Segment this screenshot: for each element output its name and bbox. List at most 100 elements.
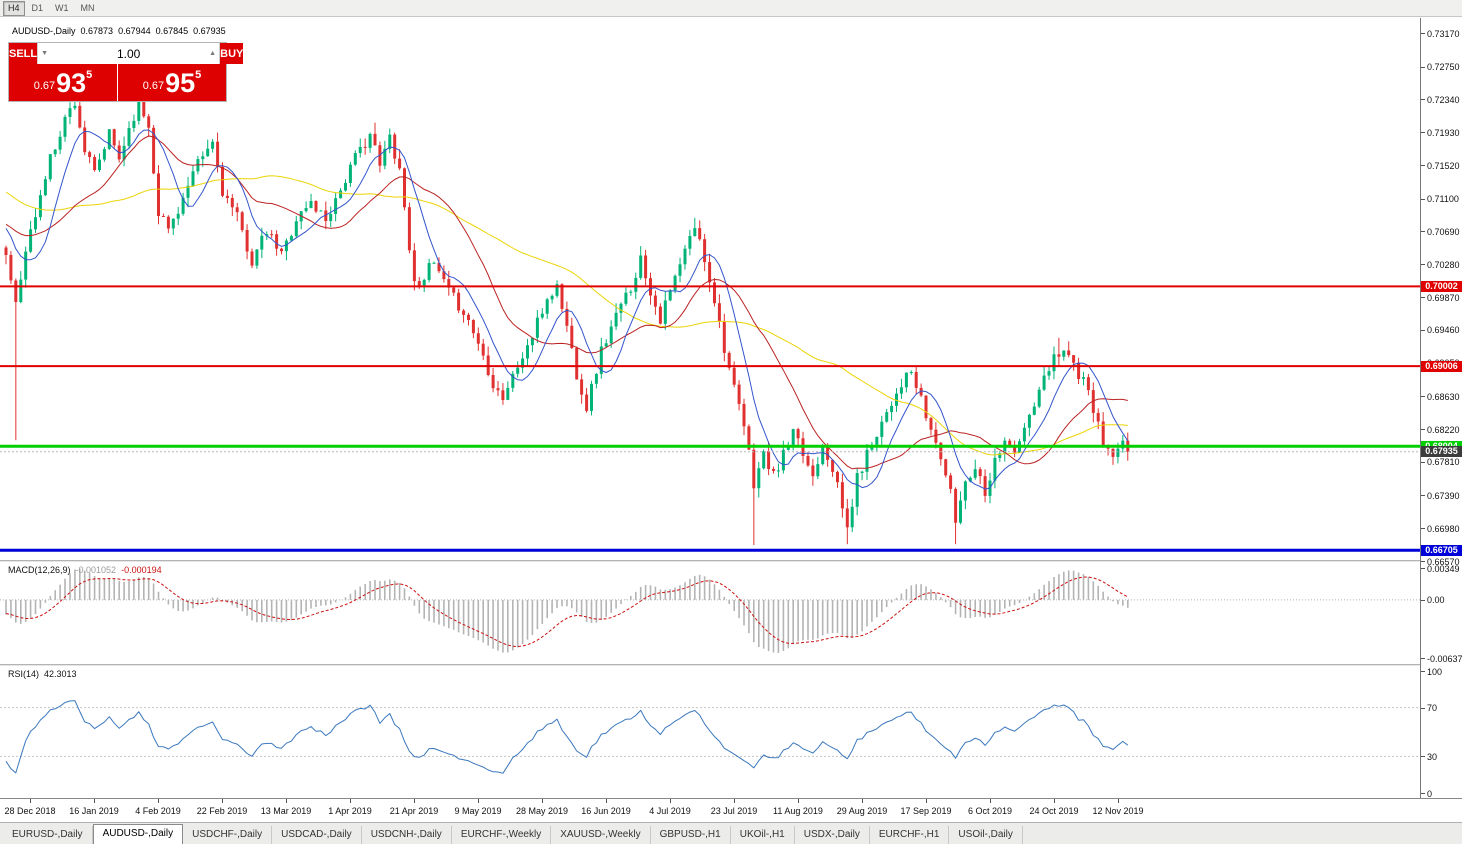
price-tick-label: 0.68220 <box>1427 424 1460 435</box>
macd-canvas[interactable] <box>0 562 1420 664</box>
level-price-label: 0.66705 <box>1421 544 1462 556</box>
date-label: 4 Jul 2019 <box>649 806 691 816</box>
price-tick-mark <box>1421 132 1425 134</box>
date-tick-mark <box>414 799 415 803</box>
price-tick-mark <box>1421 461 1425 463</box>
price-axis[interactable]: 0.73170 0.72750 0.72340 0.71930 0.71520 0.711… <box>1420 18 1462 799</box>
macd-title: MACD(12,26,9) <box>8 565 71 575</box>
date-label: 12 Nov 2019 <box>1092 806 1144 816</box>
volume-decrease-icon[interactable]: ▼ <box>41 50 49 57</box>
date-tick-mark <box>158 799 159 803</box>
date-tick-mark <box>734 799 735 803</box>
date-tick-mark <box>478 799 479 803</box>
date-tick-mark <box>94 799 95 803</box>
date-label: 6 Oct 2019 <box>967 806 1013 816</box>
price-tick-mark <box>1421 528 1425 530</box>
date-label: 22 Feb 2019 <box>196 806 248 816</box>
tab-usoil-daily[interactable]: USOil-,Daily <box>949 826 1023 844</box>
moving-average-8 <box>5 129 1129 490</box>
buy-button[interactable]: BUY <box>220 43 244 64</box>
tab-usdx-daily[interactable]: USDX-,Daily <box>795 826 870 844</box>
sell-price-big: 93 <box>56 67 87 98</box>
price-tick-label: 0.71930 <box>1427 127 1460 138</box>
price-tick-mark <box>1421 495 1425 497</box>
price-tick-label: 0.67810 <box>1427 457 1460 468</box>
date-tick-mark <box>542 799 543 803</box>
date-label: 16 Jun 2019 <box>581 806 631 816</box>
rsi-canvas[interactable] <box>0 666 1420 798</box>
time-axis[interactable]: 28 Dec 2018 16 Jan 2019 4 Feb 2019 22 Feb 2… <box>0 798 1462 822</box>
tab-eurusd-daily[interactable]: EURUSD-,Daily <box>3 826 93 844</box>
rsi-label: RSI(14) 42.3013 <box>8 669 77 679</box>
date-tick-mark <box>1118 799 1119 803</box>
buy-price-display[interactable]: 0.67 95 5 <box>118 64 226 101</box>
date-label: 21 Apr 2019 <box>389 806 439 816</box>
symbol-ohlc-header: AUDUSD-,Daily 0.67873 0.67944 0.67845 0.6793… <box>12 26 231 36</box>
price-tick-mark <box>1421 165 1425 166</box>
rsi-tick-mark <box>1421 793 1425 794</box>
sell-price-display[interactable]: 0.67 93 5 <box>9 64 118 101</box>
tab-audusd-daily[interactable]: AUDUSD-,Daily <box>92 824 184 844</box>
timeframe-button-MN[interactable]: MN <box>80 2 95 13</box>
price-tick-mark <box>1421 264 1425 266</box>
rsi-tick-label: 100 <box>1427 666 1443 677</box>
tab-gbpusd-h1[interactable]: GBPUSD-,H1 <box>651 826 731 844</box>
date-label: 1 Apr 2019 <box>328 806 372 816</box>
date-label: 13 Mar 2019 <box>260 806 312 816</box>
volume-input[interactable] <box>51 43 207 64</box>
tab-eurchf-weekly[interactable]: EURCHF-,Weekly <box>452 826 552 844</box>
price-tick-label: 0.72340 <box>1427 94 1460 105</box>
tab-eurchf-h1[interactable]: EURCHF-,H1 <box>870 826 950 844</box>
rsi-tick-mark <box>1421 707 1425 709</box>
price-tick-label: 0.70690 <box>1427 226 1460 237</box>
tab-ukoil-h1[interactable]: UKOil-,H1 <box>731 826 795 844</box>
price-tick-label: 0.69460 <box>1427 325 1460 336</box>
price-tick-mark <box>1421 66 1425 68</box>
rsi-tick-label: 70 <box>1427 703 1438 714</box>
sell-button[interactable]: SELL <box>9 43 38 64</box>
price-tick-mark <box>1421 198 1425 200</box>
timeframe-button-H4[interactable]: H4 <box>3 0 25 16</box>
price-tick-mark <box>1421 561 1425 562</box>
pane-splitter-rsi[interactable] <box>0 664 1462 666</box>
volume-increase-icon[interactable]: ▲ <box>209 50 217 57</box>
rsi-tick-label: 0 <box>1427 788 1433 799</box>
macd-tick-mark <box>1421 599 1425 601</box>
date-tick-mark <box>1054 799 1055 803</box>
date-tick-mark <box>990 799 991 803</box>
price-tick-label: 0.71100 <box>1427 194 1459 205</box>
price-tick-mark <box>1421 429 1425 430</box>
price-tick-label: 0.73170 <box>1427 28 1460 39</box>
pane-splitter-macd[interactable] <box>0 560 1462 562</box>
rsi-title: RSI(14) <box>8 669 40 679</box>
date-tick-mark <box>798 799 799 803</box>
tab-usdcad-daily[interactable]: USDCAD-,Daily <box>272 826 362 844</box>
macd-signal-value: -0.000194 <box>121 565 162 575</box>
tab-xauusd-weekly[interactable]: XAUUSD-,Weekly <box>551 826 651 844</box>
moving-average-21 <box>5 135 1128 470</box>
date-tick-mark <box>606 799 607 803</box>
level-price-label: 0.70002 <box>1421 280 1462 292</box>
macd-pane: MACD(12,26,9) -0.001052 -0.000194 <box>0 562 1420 664</box>
rsi-line <box>5 700 1129 774</box>
ohlc-high: 0.67944 <box>118 26 151 36</box>
main-chart-canvas[interactable] <box>0 18 1420 560</box>
date-tick-mark <box>286 799 287 803</box>
macd-tick-mark <box>1421 658 1425 659</box>
tab-usdchf-daily[interactable]: USDCHF-,Daily <box>183 826 273 844</box>
moving-average-50 <box>5 175 1128 456</box>
rsi-pane: RSI(14) 42.3013 <box>0 666 1420 798</box>
symbol-name: AUDUSD-,Daily <box>12 26 76 36</box>
date-label: 24 Oct 2019 <box>1029 806 1079 816</box>
bid-price-label: 0.67935 <box>1421 446 1462 458</box>
timeframe-button-D1[interactable]: D1 <box>31 2 44 13</box>
macd-tick-label: 0.00 <box>1427 595 1445 606</box>
date-tick-mark <box>862 799 863 803</box>
tab-usdcnh-daily[interactable]: USDCNH-,Daily <box>362 826 452 844</box>
timeframe-button-W1[interactable]: W1 <box>55 2 69 13</box>
buy-price-prefix: 0.67 <box>142 80 165 92</box>
price-tick-label: 0.69870 <box>1427 292 1460 303</box>
date-tick-mark <box>222 799 223 803</box>
price-tick-mark <box>1421 33 1425 34</box>
